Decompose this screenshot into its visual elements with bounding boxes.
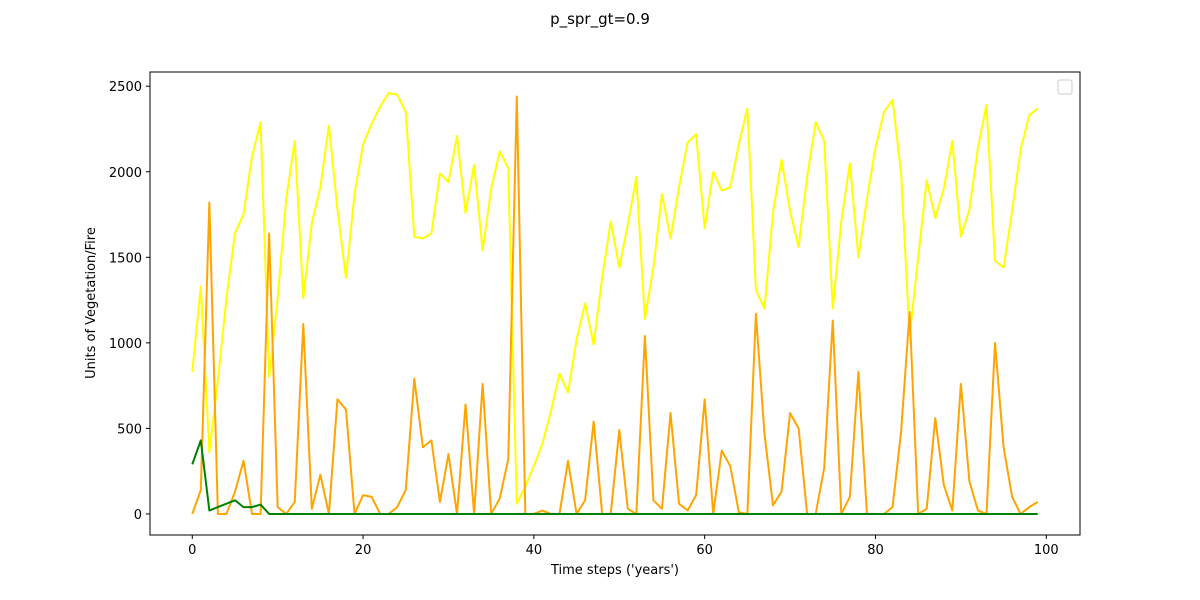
y-axis-label: Units of Vegetation/Fire — [84, 227, 99, 379]
y-tick-label: 1500 — [109, 251, 142, 266]
series-line-1 — [191, 92, 1039, 505]
y-tick-label: 1000 — [109, 337, 142, 352]
x-tick-label: 0 — [188, 543, 196, 558]
series-line-2 — [191, 95, 1039, 515]
x-axis: 0 20 40 60 80 100 — [188, 535, 1059, 558]
chart-title: p_spr_gt=0.9 — [550, 10, 650, 29]
y-tick-label: 2000 — [109, 166, 142, 181]
legend-box — [1057, 79, 1073, 95]
y-axis: 0 500 1000 1500 2000 2500 — [109, 80, 150, 523]
series-line-3 — [191, 439, 1038, 515]
x-tick-label: 40 — [526, 543, 543, 558]
series-layer — [191, 92, 1039, 515]
plot-frame — [149, 71, 1081, 536]
y-tick-label: 500 — [117, 422, 142, 437]
y-tick-label: 0 — [134, 508, 142, 523]
x-axis-label: Time steps ('years') — [550, 563, 679, 578]
x-tick-label: 20 — [355, 543, 372, 558]
x-tick-label: 80 — [867, 543, 884, 558]
x-tick-label: 100 — [1034, 543, 1059, 558]
y-tick-label: 2500 — [109, 80, 142, 95]
x-tick-label: 60 — [696, 543, 713, 558]
